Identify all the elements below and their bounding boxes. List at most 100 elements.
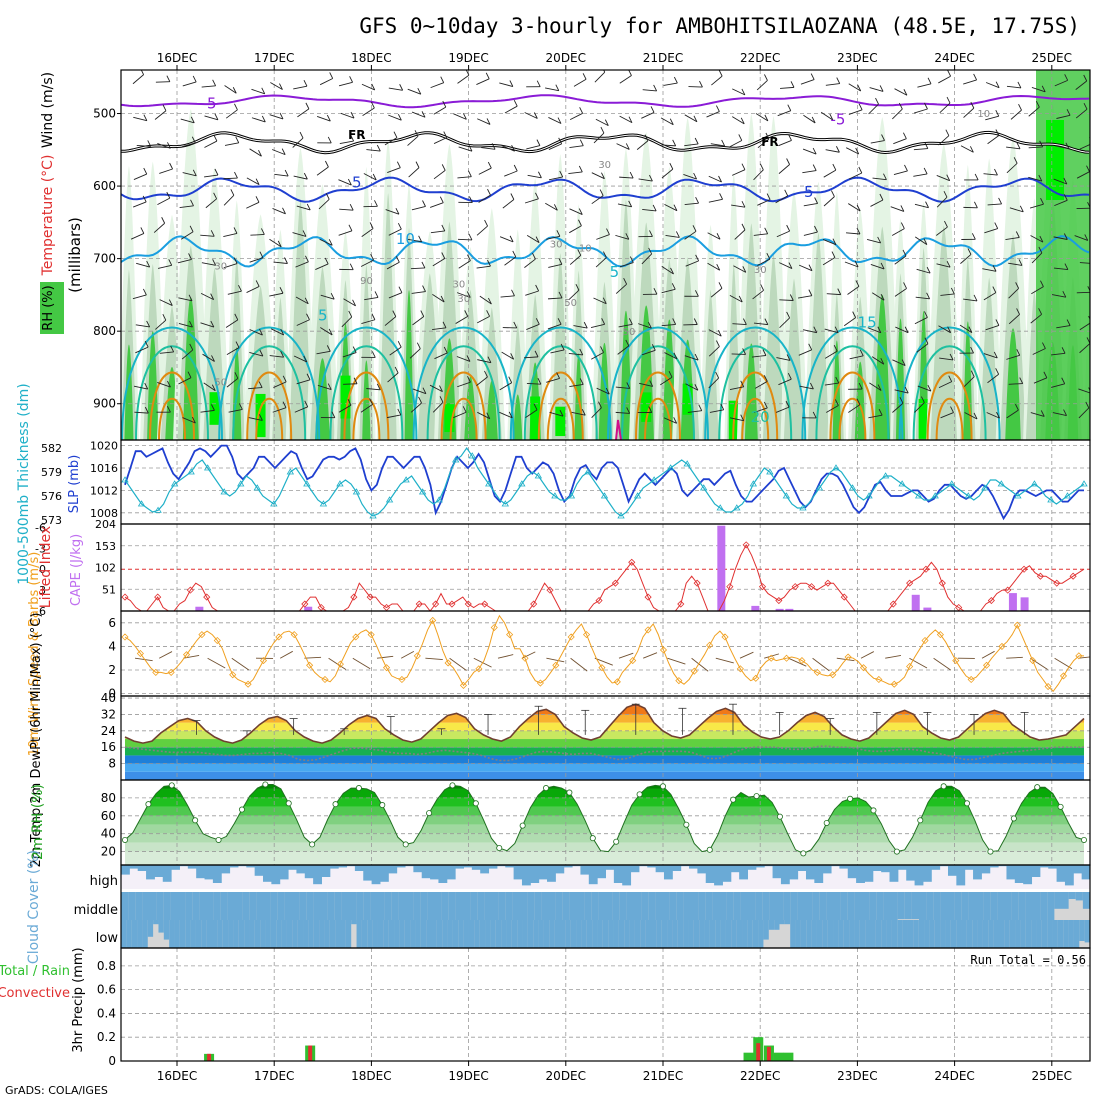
wind-barb [871,292,885,301]
wind-barb-flag [1038,174,1043,182]
rh-band [125,815,1084,825]
cloud-cell-low [201,920,208,948]
wind-barb [596,387,610,395]
wind-barb [985,115,999,121]
cloud-cell-low [790,920,797,948]
wind-barb-flag [214,168,219,176]
wind-barb-flag [653,84,658,92]
rh-marker [215,836,222,843]
cloud-cell-bg [351,920,358,948]
wind-barb-flag [1035,100,1040,108]
wind-marker [490,623,498,632]
wind-barb [251,88,265,95]
cloud-cell-low [699,920,706,948]
cloud-cell-middle [277,892,286,920]
y-tick-label: 16 [101,740,116,754]
wind-barb [661,144,676,147]
li-marker [464,600,472,608]
wind-barb-flag [694,137,699,145]
wind-barb-flag [1014,403,1019,411]
wind-barb-flag [259,414,263,421]
cloud-cell-low [452,920,459,948]
rh-marker [145,801,152,808]
cloud-cell-high [463,865,473,868]
wind-barb [449,657,467,671]
wind-barb-flag [834,326,839,333]
cloud-cell-middle [797,892,806,920]
wind-barb-flag [330,292,335,300]
cloud-cell-middle [733,892,742,920]
cloud-cell-high [906,865,916,881]
isotherm-25 [246,371,293,440]
wind-barb-flag [741,200,746,208]
isotherm-label: 20 [751,408,770,426]
cloud-cell-low [244,920,250,948]
wind-barb [225,109,238,119]
cloud-cell-middle [933,892,941,920]
wind-barb-flag [347,178,352,186]
wind-barb [1028,106,1040,117]
wind-barb-flag [993,351,998,359]
wind-barb [388,114,402,121]
cloud-cell-high [271,865,281,885]
wind-barb [1006,162,1018,174]
wind-barb [408,167,420,178]
wind-barb-flag [653,287,658,295]
wind-barb-flag [719,193,723,200]
wind-barb [250,233,265,236]
cloud-cell-high [739,865,749,880]
cloud-cell-middle [1075,892,1084,901]
wind-barb [457,74,470,84]
wind-barb-flag [808,264,813,271]
cloud-cell-low [629,920,636,948]
rh-marker [940,783,947,790]
wind-barb-flag [1063,194,1068,201]
wind-barb-flag [144,340,149,348]
wind-barb [985,82,1000,89]
wind-barb [153,222,165,233]
cloud-cell-low [956,920,963,948]
rh-band [125,806,1084,816]
wind-marker [321,675,329,684]
wind-barb-flag [558,137,563,145]
y-tick-label: 4 [108,639,116,653]
wind-barb-flag [600,346,604,353]
rh-band [125,851,1084,865]
wind-barb [641,349,656,356]
wind-barb [870,264,885,270]
slp-tick-label: 1016 [90,462,118,475]
wind-barb-flag [695,254,700,262]
wind-barb-flag [742,318,747,325]
li-marker [742,541,750,549]
wind-barb [502,199,515,209]
wind-barb [642,209,657,212]
rh-marker [917,817,924,824]
cloud-cell-low [763,920,770,940]
wind-barb [569,145,584,149]
wind-barb [775,195,788,204]
wind-barb-flag [491,143,496,150]
wind-barb-flag [716,340,720,347]
cloud-cell-high [780,865,790,885]
wind-barb-flag [302,230,307,237]
wind-barb [499,236,514,243]
wind-barb [822,239,837,246]
cloud-cell-high [338,865,348,868]
rh-marker [706,846,713,853]
li-marker [726,583,734,591]
cloud-cell-low [1052,920,1059,948]
cloud-cell-middle [1047,892,1055,920]
wind-barb-flag [721,139,726,147]
cloud-cell-middle [840,892,849,920]
wind-barb-flag [854,260,859,268]
wind-barb [708,175,722,183]
wind-barb-flag [191,136,196,143]
wind-barb-flag [1019,205,1024,213]
cloud-cell-middle [1082,892,1090,909]
wind-barb-flag [785,400,790,408]
wind-barb [731,169,746,176]
cloud-cell-low [747,920,754,948]
wind-barb-flag [1091,258,1094,264]
wind-barb [412,388,427,395]
wind-barb [432,327,447,331]
